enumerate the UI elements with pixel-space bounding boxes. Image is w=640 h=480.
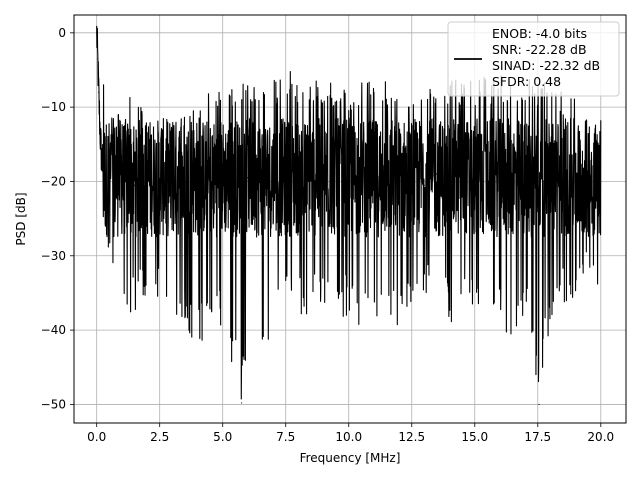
psd-point: [562, 177, 564, 179]
psd-point: [398, 180, 400, 183]
psd-point: [241, 402, 243, 404]
x-tick-label: 7.5: [276, 430, 295, 444]
psd-point: [126, 173, 128, 175]
psd-point: [537, 177, 539, 179]
psd-point: [247, 177, 249, 179]
y-tick-label: −40: [41, 323, 66, 337]
psd-point: [448, 180, 451, 183]
psd-point: [322, 184, 325, 186]
psd-point: [499, 184, 501, 186]
psd-point: [194, 169, 196, 171]
psd-point: [574, 184, 577, 186]
x-tick-label: 0.0: [87, 430, 106, 444]
psd-point: [310, 177, 312, 179]
x-tick-label: 2.5: [150, 430, 169, 444]
psd-point: [97, 58, 99, 60]
psd-point: [549, 180, 551, 183]
y-tick-label: −20: [41, 174, 66, 188]
psd-point: [385, 173, 388, 175]
x-axis-label: Frequency [MHz]: [300, 451, 401, 465]
y-tick-label: −50: [41, 397, 66, 411]
psd-point: [423, 184, 425, 186]
psd-point: [524, 180, 526, 183]
psd-point: [98, 91, 100, 93]
data-layer: [96, 25, 602, 406]
psd-point: [222, 180, 224, 183]
psd-point: [436, 173, 438, 175]
psd-point: [103, 169, 105, 171]
legend-enob: ENOB: -4.0 bits: [492, 26, 587, 41]
psd-point: [113, 177, 115, 179]
psd-point: [285, 166, 287, 168]
legend-box: [447, 21, 620, 97]
y-tick-label: 0: [58, 26, 66, 40]
legend-snr: SNR: -22.28 dB: [492, 42, 587, 57]
psd-point: [348, 180, 350, 183]
y-tick-label: −10: [41, 100, 66, 114]
psd-trace: [96, 25, 602, 400]
psd-point: [101, 158, 103, 160]
psd-point: [486, 177, 488, 179]
psd-point: [96, 32, 98, 34]
x-tick-label: 20.0: [587, 430, 614, 444]
psd-point: [99, 121, 101, 123]
psd-point: [100, 143, 102, 145]
legend-sinad: SINAD: -22.32 dB: [492, 58, 600, 73]
psd-point: [335, 173, 337, 175]
psd-point: [511, 173, 514, 175]
psd-point: [461, 177, 463, 179]
psd-point: [600, 180, 602, 183]
psd-point: [171, 177, 173, 179]
psd-point: [259, 180, 262, 183]
legend-sfdr: SFDR: 0.48: [492, 74, 561, 89]
x-tick-label: 15.0: [461, 430, 488, 444]
x-tick-label: 17.5: [524, 430, 551, 444]
y-axis-label: PSD [dB]: [14, 192, 28, 245]
psd-point: [287, 173, 289, 175]
psd-point: [234, 184, 236, 186]
psd-point: [538, 403, 540, 406]
plot-frame: [73, 14, 627, 424]
psd-point: [297, 180, 299, 183]
legend: ENOB: -4.0 bits SNR: -22.28 dB SINAD: -2…: [447, 21, 620, 97]
psd-point: [272, 173, 274, 175]
psd-point: [133, 184, 136, 186]
psd-point: [159, 182, 161, 184]
x-tick-label: 10.0: [335, 430, 362, 444]
x-tick-label: 12.5: [398, 430, 425, 444]
psd-point: [411, 177, 413, 179]
psd-point: [146, 179, 148, 181]
psd-point: [373, 184, 375, 186]
y-axis-ticks: 0 −10 −20 −30 −40 −50: [41, 26, 74, 411]
psd-point: [108, 180, 110, 183]
psd-point: [209, 177, 211, 179]
x-tick-label: 5.0: [213, 430, 232, 444]
psd-point: [184, 180, 186, 183]
psd-point: [360, 177, 362, 179]
psd-point: [587, 177, 589, 179]
x-axis-ticks: 0.0 2.5 5.0 7.5 10.0 12.5 15.0 17.5 20.0: [87, 423, 614, 444]
psd-point: [474, 180, 476, 183]
psd-point: [121, 188, 123, 190]
y-tick-label: −30: [41, 249, 66, 263]
